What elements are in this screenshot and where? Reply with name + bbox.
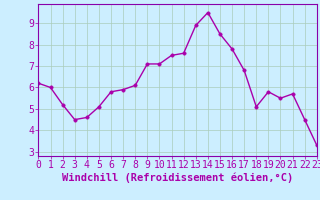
X-axis label: Windchill (Refroidissement éolien,°C): Windchill (Refroidissement éolien,°C) — [62, 173, 293, 183]
